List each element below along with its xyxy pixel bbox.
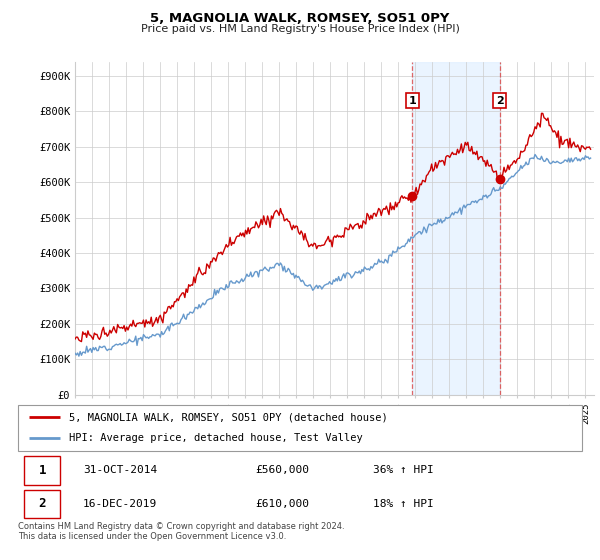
Text: £560,000: £560,000: [255, 465, 309, 475]
Text: £610,000: £610,000: [255, 499, 309, 509]
Text: HPI: Average price, detached house, Test Valley: HPI: Average price, detached house, Test…: [69, 433, 362, 444]
Text: 5, MAGNOLIA WALK, ROMSEY, SO51 0PY: 5, MAGNOLIA WALK, ROMSEY, SO51 0PY: [151, 12, 449, 25]
Text: 36% ↑ HPI: 36% ↑ HPI: [373, 465, 434, 475]
Text: 18% ↑ HPI: 18% ↑ HPI: [373, 499, 434, 509]
Text: 1: 1: [38, 464, 46, 477]
Text: Price paid vs. HM Land Registry's House Price Index (HPI): Price paid vs. HM Land Registry's House …: [140, 24, 460, 34]
Text: 1: 1: [409, 96, 416, 106]
Text: 2: 2: [496, 96, 503, 106]
Text: Contains HM Land Registry data © Crown copyright and database right 2024.
This d: Contains HM Land Registry data © Crown c…: [18, 522, 344, 542]
Text: 16-DEC-2019: 16-DEC-2019: [83, 499, 157, 509]
Bar: [23, 489, 61, 518]
Bar: [412, 62, 500, 395]
Text: 2: 2: [38, 497, 46, 510]
Text: 5, MAGNOLIA WALK, ROMSEY, SO51 0PY (detached house): 5, MAGNOLIA WALK, ROMSEY, SO51 0PY (deta…: [69, 412, 388, 422]
Bar: [23, 456, 61, 484]
Text: 31-OCT-2014: 31-OCT-2014: [83, 465, 157, 475]
